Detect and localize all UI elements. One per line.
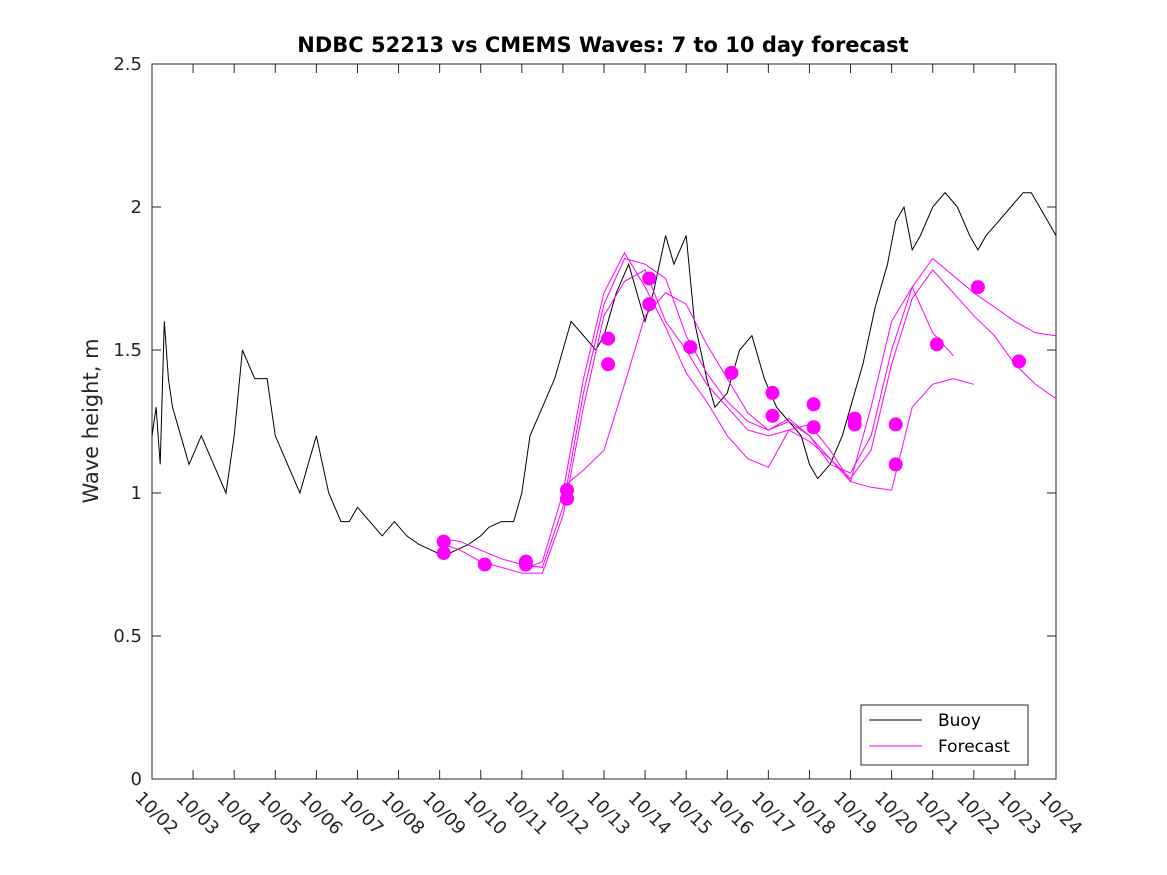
y-tick-label: 1 [131, 483, 142, 504]
x-tick-label: 10/13 [582, 788, 634, 840]
legend-forecast-label: Forecast [938, 737, 1010, 757]
forecast-marker [436, 546, 451, 561]
legend: Buoy Forecast [860, 704, 1029, 766]
forecast-series-line [443, 269, 1057, 574]
x-tick-label: 10/10 [459, 788, 511, 840]
y-tick-label: 1.5 [113, 340, 142, 361]
x-tick-label: 10/05 [254, 788, 306, 840]
forecast-marker [888, 417, 903, 432]
x-tick-label: 10/08 [377, 788, 429, 840]
forecast-marker [847, 417, 862, 432]
forecast-marker [1012, 354, 1026, 369]
forecast-marker [806, 420, 821, 435]
x-tick-label: 10/15 [665, 788, 717, 840]
forecast-marker [683, 340, 698, 355]
axes-box [151, 63, 1057, 780]
series-layer [151, 191, 1057, 574]
x-tick-label: 10/07 [336, 788, 388, 840]
x-tick-label: 10/17 [747, 788, 799, 840]
buoy-series-line [151, 191, 1057, 557]
forecast-series-line [521, 251, 954, 571]
x-tick-label: 10/02 [130, 788, 182, 840]
forecast-marker [724, 365, 739, 380]
y-axis-label: Wave height, m [79, 338, 103, 503]
forecast-marker [436, 534, 451, 549]
x-tick-label: 10/21 [911, 788, 963, 840]
forecast-marker [518, 557, 533, 572]
forecast-marker [929, 337, 944, 352]
forecast-series-line [443, 257, 1057, 568]
forecast-marker [642, 297, 657, 312]
forecast-marker [970, 280, 985, 295]
x-tick-label: 10/14 [624, 788, 676, 840]
x-tick-label: 10/18 [788, 788, 840, 840]
forecast-marker [560, 483, 574, 498]
x-tick-label: 10/03 [172, 788, 224, 840]
x-tick-label: 10/22 [952, 788, 1004, 840]
forecast-marker [765, 385, 780, 400]
x-tick-label: 10/06 [295, 788, 347, 840]
y-axis: 0 0.5 1 1.5 2 2.5 [113, 54, 1056, 790]
forecast-marker [806, 397, 821, 412]
x-tick-label: 10/24 [1034, 788, 1086, 840]
chart-title: NDBC 52213 vs CMEMS Waves: 7 to 10 day f… [297, 33, 908, 57]
forecast-marker [601, 331, 616, 346]
y-tick-label: 2 [131, 197, 142, 218]
y-tick-label: 0 [131, 769, 142, 790]
forecast-marker [888, 457, 903, 472]
y-tick-label: 2.5 [113, 54, 142, 75]
legend-buoy-label: Buoy [938, 711, 981, 731]
x-tick-label: 10/19 [829, 788, 881, 840]
marker-layer [436, 271, 1026, 572]
x-tick-label: 10/20 [870, 788, 922, 840]
x-tick-label: 10/04 [213, 788, 265, 840]
forecast-series-line [562, 292, 974, 491]
x-tick-label: 10/12 [541, 788, 593, 840]
x-tick-label: 10/16 [706, 788, 758, 840]
forecast-marker [642, 271, 657, 286]
x-tick-label: 10/11 [500, 788, 552, 840]
legend-box [860, 704, 1029, 766]
forecast-marker [765, 408, 780, 423]
x-tick-label: 10/09 [418, 788, 470, 840]
x-tick-label: 10/23 [993, 788, 1045, 840]
forecast-marker [477, 557, 492, 572]
y-tick-label: 0.5 [113, 626, 142, 647]
forecast-marker [601, 357, 616, 372]
